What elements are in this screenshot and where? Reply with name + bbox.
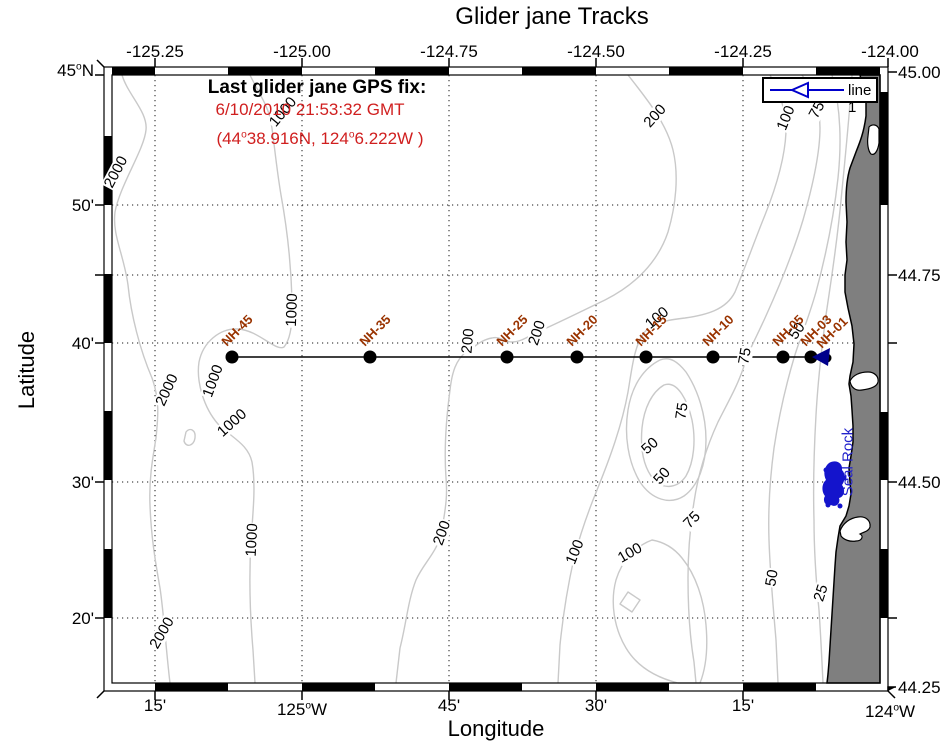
contour-label-1000: 1000 (282, 292, 302, 328)
graticule-grid (112, 75, 880, 683)
gps-fix-coordinates: (44o38.916N, 124o6.222W ) (217, 129, 424, 149)
x-tick-top: -125.25 (126, 42, 184, 61)
y-tick-left: 20' (40, 609, 94, 629)
tick-text: 30' (71, 473, 94, 492)
y-tick-left: 30' (40, 473, 94, 493)
contour-label-75: 75 (735, 345, 755, 367)
bathymetry-contours (113, 74, 853, 684)
gps-coord-part: 38.916N, 124 (246, 129, 349, 148)
x-tick-top: -125.00 (273, 42, 331, 61)
tick-text: N (81, 61, 94, 80)
y-tick-left: 50' (40, 196, 94, 216)
coastal-island (867, 124, 880, 155)
x-tick-bottom: 15' (732, 696, 754, 716)
contour-label-75: 75 (672, 400, 692, 422)
x-tick-top: -124.50 (567, 42, 625, 61)
tick-text: 45 (57, 61, 77, 80)
tick-text: 45' (437, 696, 461, 715)
estuary (839, 516, 871, 542)
degree-sup: o (76, 61, 82, 73)
glider-position-arrow (812, 348, 830, 366)
plot-title: Glider jane Tracks (455, 3, 649, 30)
gps-coord-part: (44 (216, 129, 242, 148)
x-axis-title: Longitude (447, 716, 545, 741)
y-tick-left: 40' (40, 334, 94, 354)
map-frame (95, 58, 897, 700)
x-tick-bottom: 45' (438, 696, 460, 716)
degree-sup: o (893, 702, 899, 714)
gps-fix-time: 6/10/2010 21:53:32 GMT (215, 100, 405, 119)
tick-text: 20' (71, 609, 94, 628)
x-tick-bottom: 124oW (865, 702, 915, 722)
x-tick-bottom: 15' (144, 696, 166, 716)
seal-rock-markers (822, 461, 847, 509)
contour-label-50: 50 (762, 567, 782, 589)
tick-text: 125 (276, 700, 306, 719)
tick-text: 15' (143, 696, 167, 715)
tick-text: 124 (864, 702, 894, 721)
y-axis-title: Latitude (14, 330, 39, 410)
tick-text: W (311, 700, 328, 719)
legend-entry-label: line 1 (848, 82, 872, 116)
tick-text: 15' (731, 696, 755, 715)
contour-label-200: 200 (458, 326, 478, 356)
y-tick-right: 44.25 (898, 678, 941, 697)
y-tick-right: 44.75 (898, 266, 941, 285)
y-tick-right: 45.00 (898, 63, 941, 82)
x-tick-top: -124.25 (714, 42, 772, 61)
x-tick-bottom: 125oW (277, 700, 327, 720)
degree-sup: o (241, 129, 247, 141)
tick-text: 40' (71, 334, 94, 353)
seal-rock-label: Seal Rock (839, 427, 857, 497)
legend-box: line 1 (762, 77, 878, 116)
tick-text: 50' (71, 196, 94, 215)
land-polygon (826, 74, 881, 684)
gps-fix-header: Last glider jane GPS fix: (207, 77, 427, 98)
tick-text: W (899, 702, 916, 721)
contour-label-1000: 1000 (242, 521, 262, 559)
x-tick-top: -124.00 (861, 42, 919, 61)
legend-line-sample (770, 81, 844, 99)
y-tick-right: 44.50 (898, 473, 941, 492)
degree-sup: o (305, 700, 311, 712)
inlet (849, 371, 879, 391)
y-tick-left: 45oN (40, 61, 94, 81)
degree-sup: o (348, 129, 355, 141)
x-tick-top: -124.75 (420, 42, 478, 61)
tick-text: 30' (584, 696, 608, 715)
gps-coord-part: 6.222W ) (354, 129, 424, 148)
x-tick-bottom: 30' (585, 696, 607, 716)
